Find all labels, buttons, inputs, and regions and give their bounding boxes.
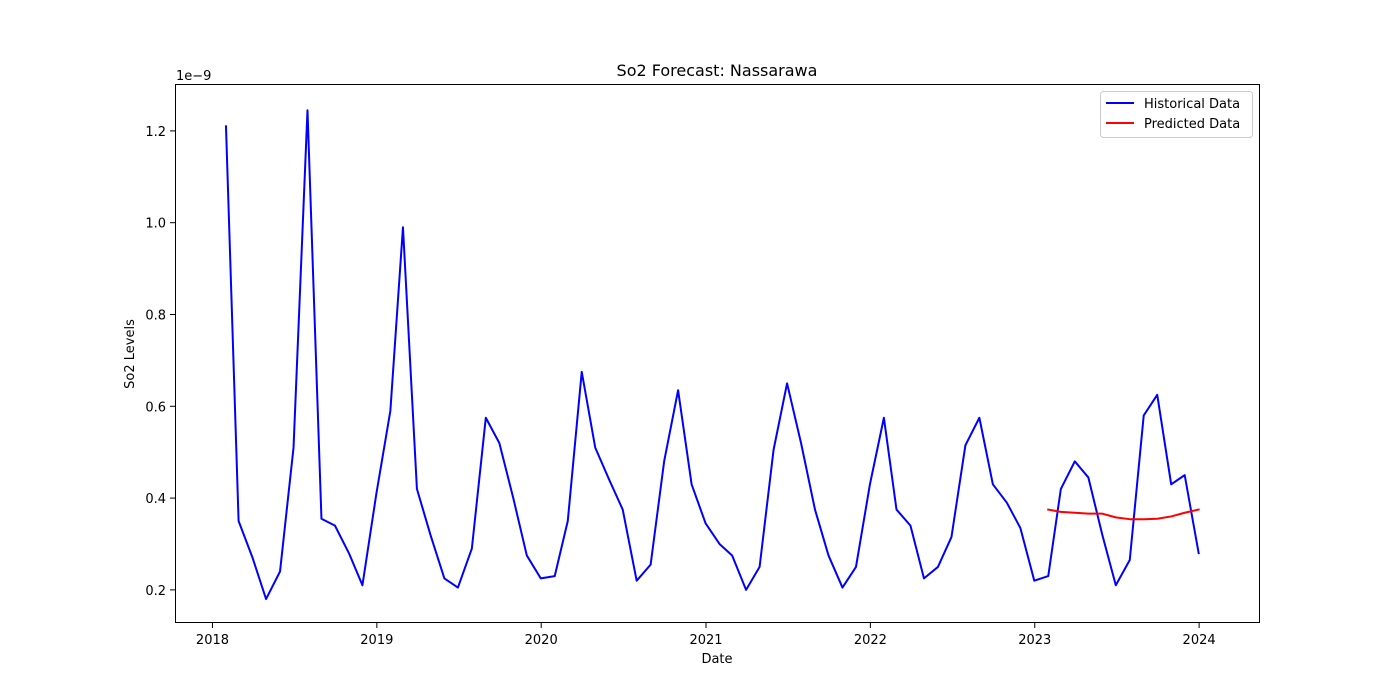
legend: Historical Data Predicted Data (1100, 91, 1253, 138)
series-line-0 (224, 109, 1200, 601)
y-axis-label: So2 Levels (123, 319, 138, 389)
legend-historical-label: Historical Data (1144, 97, 1240, 112)
x-axis: 2018 2019 2020 2021 2022 2023 2024 (196, 623, 1216, 648)
chart-title: So2 Forecast: Nassarawa (617, 61, 818, 80)
y-tick-label-5: 1.2 (145, 125, 166, 140)
x-tick-label-4: 2022 (854, 633, 887, 648)
x-tick-label-3: 2021 (689, 633, 722, 648)
y-tick-label-3: 0.8 (145, 308, 166, 323)
x-tick-label-0: 2018 (196, 633, 229, 648)
y-tick-label-0: 0.2 (145, 584, 166, 599)
axes-frame (175, 84, 1260, 623)
y-tick-label-4: 1.0 (145, 217, 166, 232)
x-axis-label: Date (701, 652, 732, 667)
series-line-1 (1047, 508, 1200, 521)
x-tick-label-1: 2019 (360, 633, 393, 648)
plot-area (224, 109, 1200, 601)
x-tick-label-6: 2024 (1183, 633, 1216, 648)
y-tick-label-2: 0.6 (145, 400, 166, 415)
y-axis: 0.2 0.4 0.6 0.8 1.0 1.2 (145, 125, 175, 599)
legend-predicted-label: Predicted Data (1144, 117, 1240, 132)
x-tick-label-2: 2020 (525, 633, 558, 648)
x-tick-label-5: 2023 (1018, 633, 1051, 648)
y-tick-label-1: 0.4 (145, 492, 166, 507)
y-offset-label: 1e−9 (176, 69, 211, 84)
legend-box (1100, 91, 1253, 138)
